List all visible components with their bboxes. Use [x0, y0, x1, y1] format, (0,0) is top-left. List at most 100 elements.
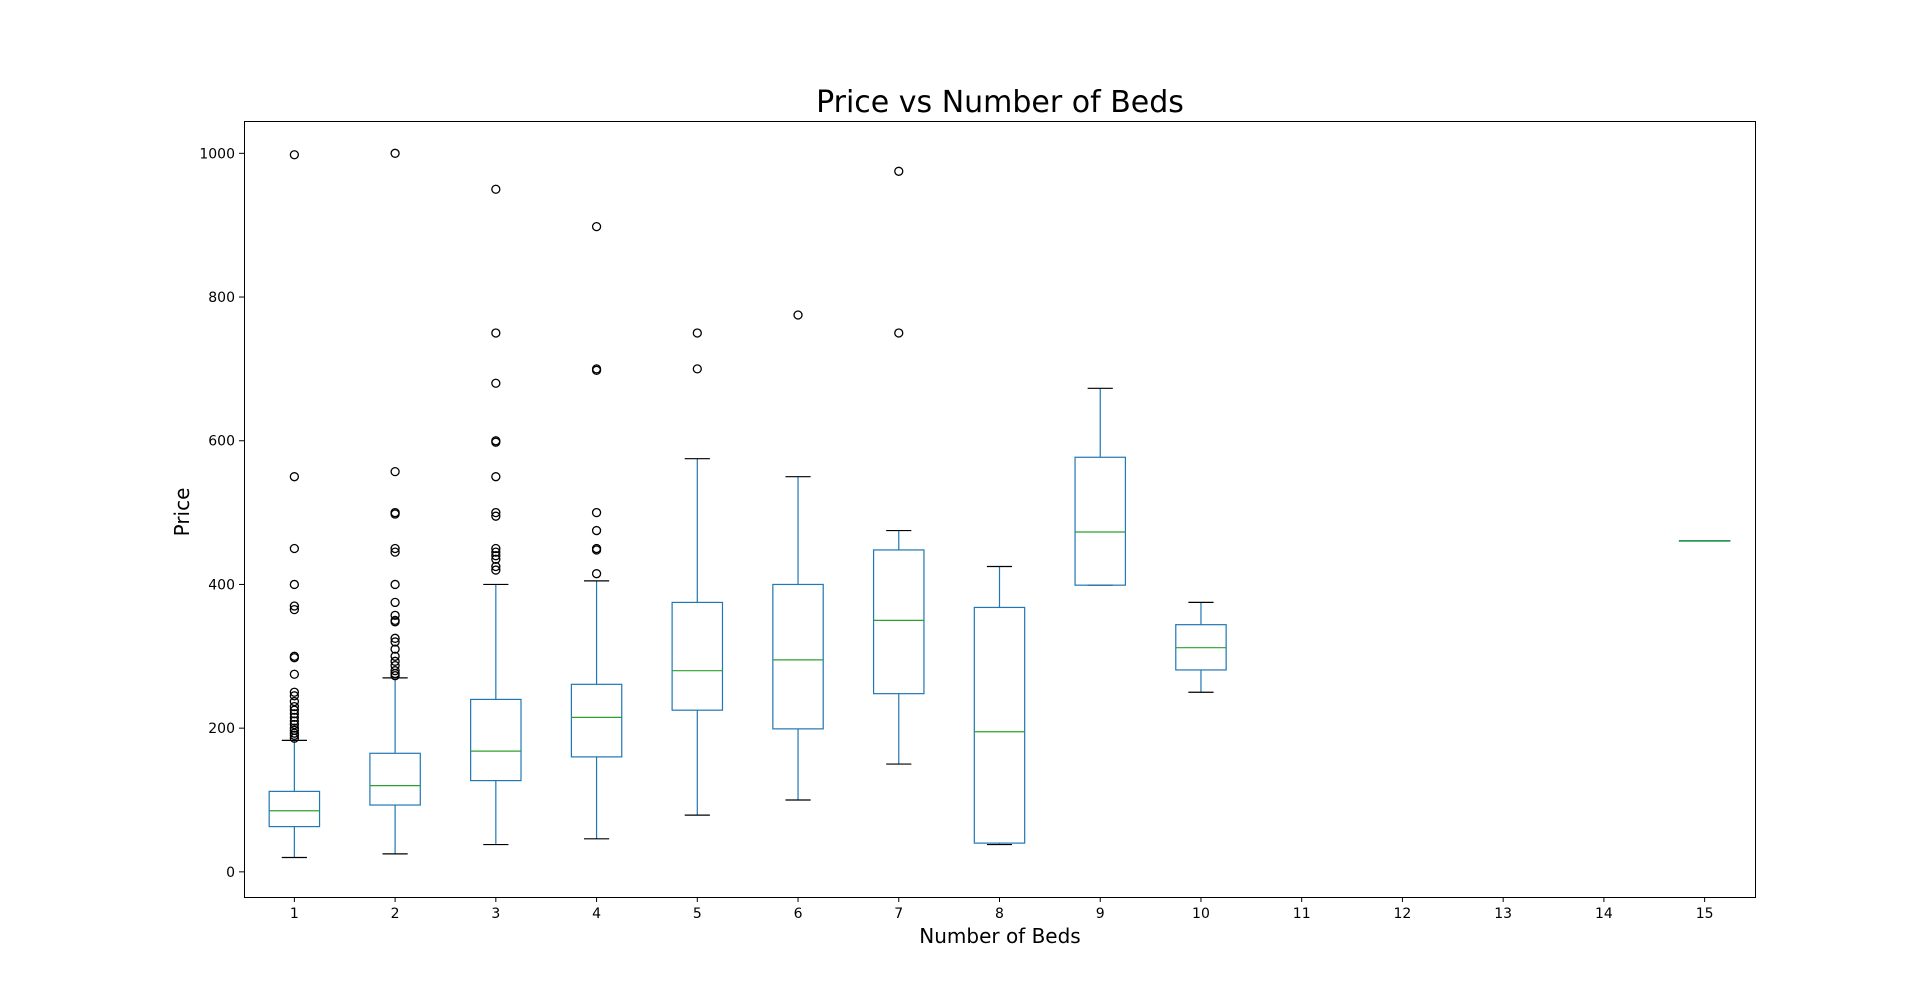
- outlier-point: [692, 328, 702, 338]
- x-tick-label: 15: [1696, 906, 1714, 922]
- outlier-point: [289, 687, 300, 697]
- x-tick-label: 2: [391, 906, 400, 922]
- y-axis: 0 200 400 600 800 1000: [199, 146, 244, 881]
- y-tick-label: 600: [208, 434, 235, 450]
- iqr-box: [470, 698, 522, 782]
- outlier-point: [390, 644, 400, 654]
- outlier-point: [289, 150, 300, 160]
- outlier-point: [289, 543, 300, 554]
- outlier-point: [894, 166, 904, 176]
- box-group-4: [570, 221, 623, 840]
- outlier-point: [491, 551, 501, 561]
- outlier-point: [591, 507, 602, 518]
- outlier-point: [491, 378, 501, 388]
- box-group-9: [1074, 387, 1127, 586]
- x-tick-label: 4: [592, 906, 601, 922]
- x-tick-label: 10: [1192, 906, 1210, 922]
- outlier-point: [289, 701, 300, 712]
- outlier-point: [289, 723, 300, 733]
- x-tick-label: 3: [491, 906, 500, 922]
- x-tick-label: 11: [1293, 906, 1311, 922]
- outlier-point: [591, 221, 602, 232]
- box-series: [268, 148, 1731, 859]
- outlier-point: [390, 543, 400, 554]
- x-tick-label: 14: [1595, 906, 1613, 922]
- x-tick-label: 7: [894, 906, 903, 922]
- box-group-5: [671, 328, 724, 816]
- outlier-point: [591, 525, 602, 536]
- outlier-point: [793, 310, 803, 320]
- outlier-point: [390, 615, 400, 626]
- outlier-point: [491, 436, 501, 446]
- y-tick-label: 200: [208, 721, 235, 737]
- outlier-point: [289, 691, 300, 701]
- y-axis-label: Price: [170, 488, 194, 537]
- iqr-box: [671, 601, 724, 711]
- outlier-point: [390, 651, 400, 661]
- outlier-point: [491, 554, 501, 564]
- outlier-point: [390, 466, 400, 477]
- outlier-point: [289, 719, 300, 730]
- outlier-point: [390, 148, 400, 158]
- iqr-box: [973, 606, 1026, 844]
- y-tick-label: 0: [226, 865, 235, 881]
- outlier-point: [390, 637, 400, 647]
- outlier-point: [591, 364, 602, 374]
- outlier-point: [289, 716, 300, 726]
- outlier-point: [390, 660, 400, 671]
- outlier-point: [390, 507, 400, 518]
- outlier-point: [390, 579, 400, 590]
- outlier-point: [289, 601, 300, 611]
- x-tick-label: 9: [1096, 906, 1105, 922]
- x-tick-label: 1: [290, 906, 299, 922]
- iqr-box: [872, 549, 925, 695]
- outlier-point: [894, 328, 904, 338]
- outlier-point: [491, 547, 501, 557]
- x-tick-label: 6: [794, 906, 803, 922]
- y-tick-label: 400: [208, 577, 235, 593]
- outlier-point: [289, 696, 300, 707]
- outlier-point: [289, 651, 300, 661]
- box-group-10: [1175, 601, 1227, 693]
- box-group-3: [470, 184, 522, 846]
- iqr-box: [268, 790, 321, 828]
- y-tick-label: 800: [208, 290, 235, 306]
- outlier-point: [491, 507, 501, 518]
- iqr-box: [1074, 456, 1127, 586]
- box-group-1: [268, 150, 321, 859]
- outlier-point: [491, 561, 501, 572]
- outlier-point: [491, 328, 501, 338]
- outlier-point: [491, 543, 501, 554]
- outlier-point: [692, 364, 702, 374]
- x-tick-label: 13: [1494, 906, 1512, 922]
- outlier-point: [289, 709, 300, 719]
- box-group-7: [872, 166, 925, 765]
- outlier-point: [491, 184, 501, 194]
- outlier-point: [491, 511, 501, 521]
- outlier-point: [289, 669, 300, 679]
- x-axis: 1 2 3 4 5 6 7 8 9 10 11 12 13 14 15: [290, 897, 1714, 922]
- outlier-point: [591, 543, 602, 554]
- outlier-point: [390, 666, 400, 676]
- outlier-point: [390, 547, 400, 557]
- outlier-point: [491, 472, 501, 482]
- box-group-8: [973, 565, 1026, 846]
- chart-title: Price vs Number of Beds: [816, 85, 1184, 120]
- x-tick-label: 12: [1394, 906, 1412, 922]
- x-axis-label: Number of Beds: [919, 924, 1080, 948]
- outlier-point: [289, 712, 300, 723]
- x-tick-label: 8: [995, 906, 1004, 922]
- box-group-2: [369, 148, 421, 855]
- outlier-point: [390, 656, 400, 666]
- iqr-box: [369, 752, 421, 806]
- outlier-point: [390, 633, 400, 643]
- x-tick-label: 5: [693, 906, 702, 922]
- iqr-box: [570, 683, 623, 758]
- box-group-15: [1678, 540, 1731, 542]
- outlier-point: [390, 610, 400, 620]
- outlier-point: [289, 579, 300, 590]
- outlier-point: [491, 565, 501, 575]
- outlier-point: [591, 569, 602, 579]
- outlier-point: [390, 597, 400, 608]
